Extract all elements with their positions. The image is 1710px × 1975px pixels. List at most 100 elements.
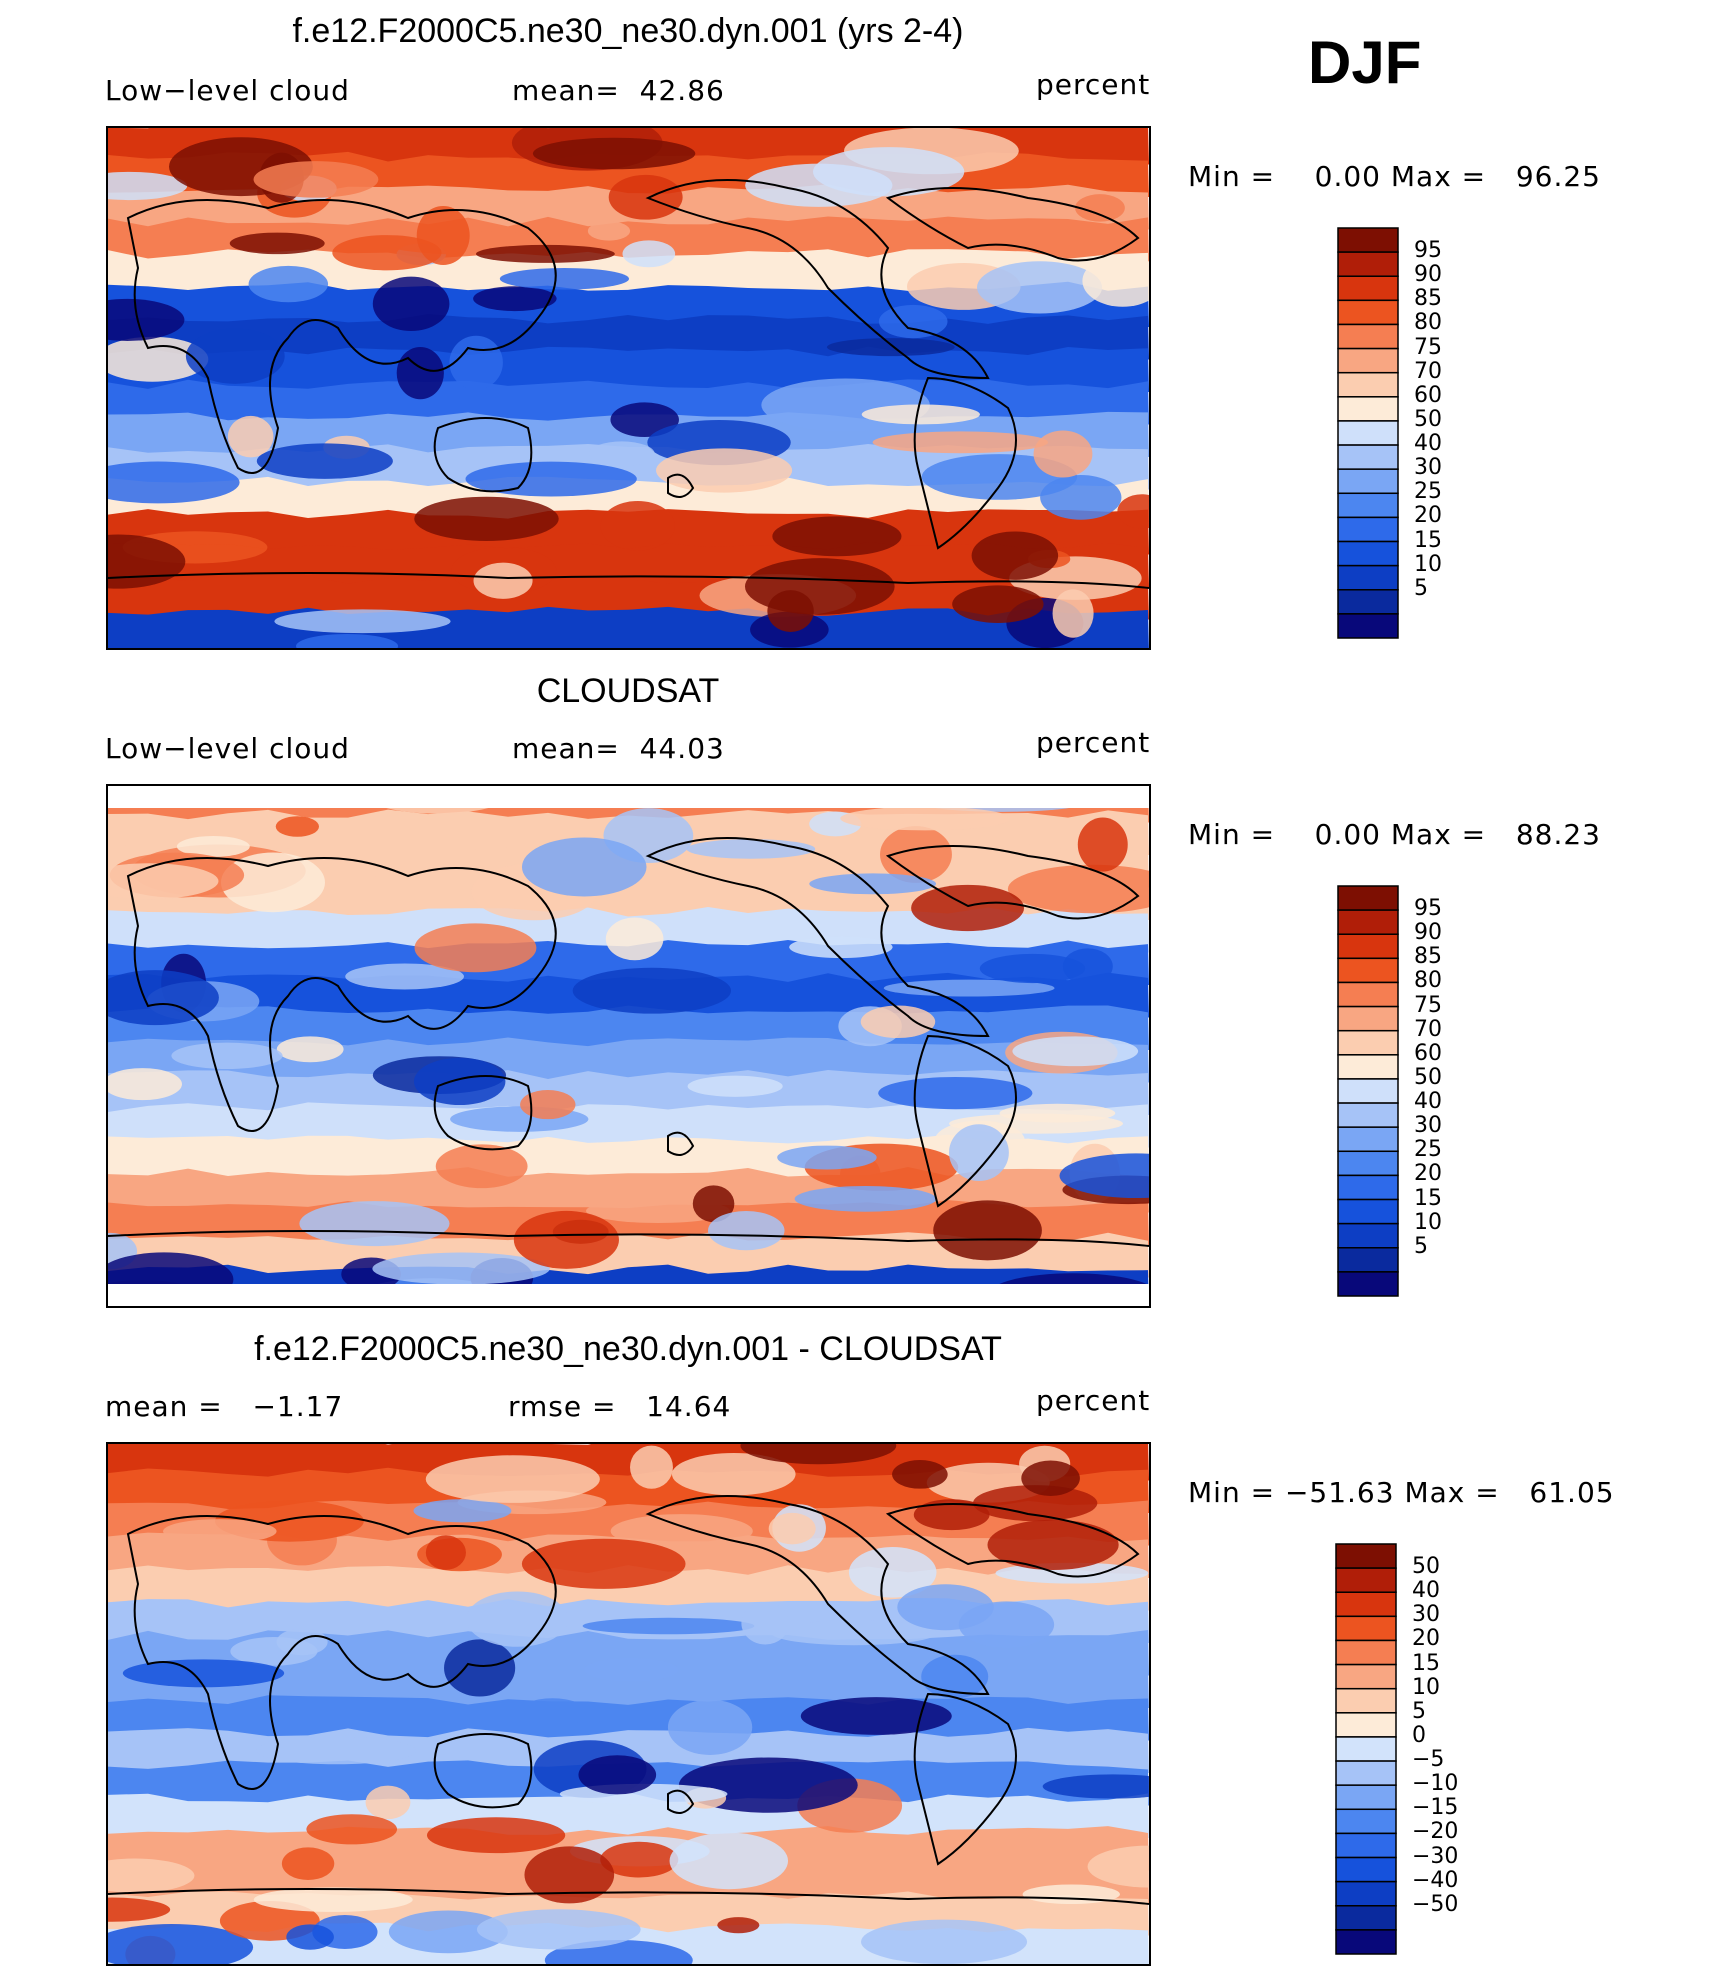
- field-anomaly: [933, 1200, 1042, 1261]
- field-anomaly: [1033, 430, 1093, 478]
- field-anomaly: [861, 404, 980, 425]
- colorbar-tick-label: 70: [1414, 358, 1442, 384]
- coastline: [108, 1230, 1149, 1247]
- field-anomaly: [253, 1887, 413, 1912]
- colorbar-swatch: [1337, 1198, 1399, 1225]
- colorbar-tick-label: 90: [1414, 920, 1442, 946]
- colorbar-svg: [1337, 885, 1399, 1297]
- field-anomaly: [1117, 494, 1149, 529]
- colorbar-swatch: [1337, 396, 1399, 422]
- colorbar-tick-label: 10: [1414, 1209, 1442, 1235]
- field-anomaly: [185, 328, 285, 384]
- field-anomaly: [809, 873, 937, 895]
- colorbar-swatch: [1337, 468, 1399, 495]
- colorbar-swatch: [1335, 1760, 1397, 1786]
- field-anomaly: [521, 837, 647, 897]
- field-anomaly: [108, 336, 209, 382]
- colorbar-tick-label: 70: [1414, 1016, 1442, 1042]
- colorbar-tick-label: 75: [1414, 992, 1442, 1018]
- panel-1-colorbar: 95 90 85 80 75 70 60 50 40 30 25 20 15 10 5: [1336, 226, 1442, 640]
- colorbar-swatch: [1335, 1736, 1397, 1762]
- panel-3-title: f.e12.F2000C5.ne30_ne30.dyn.001 - CLOUDS…: [254, 1330, 1002, 1368]
- colorbar-tick-label: 30: [1414, 1113, 1442, 1139]
- field-anomaly: [687, 1075, 783, 1097]
- field-anomaly: [883, 979, 1055, 997]
- field-anomaly: [476, 1909, 641, 1950]
- field-anomaly: [108, 1858, 195, 1893]
- field-anomaly: [365, 1785, 411, 1820]
- field-anomaly: [600, 1841, 679, 1878]
- field-band: [108, 1102, 1149, 1148]
- colorbar-swatch: [1337, 1126, 1399, 1153]
- colorbar-tick-label: −15: [1412, 1795, 1459, 1821]
- field-anomaly: [414, 496, 559, 541]
- coastline: [126, 857, 557, 1132]
- colorbar-swatch: [1337, 909, 1399, 935]
- coastline: [913, 1692, 1017, 1866]
- field-anomaly: [584, 1657, 679, 1682]
- field-anomaly: [499, 267, 630, 290]
- field-anomaly: [979, 953, 1086, 984]
- field-anomaly: [1012, 1036, 1139, 1067]
- field-anomaly: [345, 963, 464, 990]
- colorbar-swatch: [1337, 540, 1399, 567]
- colorbar-swatch: [1337, 589, 1399, 615]
- field-anomaly: [800, 1697, 952, 1735]
- coastline: [885, 187, 1140, 262]
- colorbar-swatch: [1337, 885, 1399, 911]
- coastline: [645, 179, 990, 380]
- panel-1-mean-label: mean= 42.86: [512, 74, 725, 107]
- colorbar-tick-label: −30: [1412, 1843, 1459, 1869]
- colorbar-svg: [1337, 227, 1399, 639]
- field-anomaly: [388, 1910, 508, 1954]
- colorbar-tick-label: 50: [1412, 1554, 1440, 1580]
- field-anomaly: [108, 298, 185, 341]
- field-anomaly: [256, 1736, 417, 1765]
- colorbar-tick-label: −40: [1412, 1867, 1459, 1893]
- panel-2-title: CLOUDSAT: [536, 672, 720, 710]
- field-anomaly: [878, 304, 948, 339]
- field-anomaly: [578, 1755, 657, 1795]
- colorbar-tick-label: 5: [1414, 1233, 1428, 1259]
- colorbar-swatch: [1337, 1054, 1399, 1080]
- colorbar-swatch: [1335, 1567, 1397, 1593]
- field-anomaly: [108, 171, 188, 201]
- panel-3-units-label: percent: [1036, 1384, 1151, 1417]
- colorbar-tick-label: 5: [1414, 575, 1428, 601]
- field-anomaly: [513, 1210, 619, 1269]
- colorbar-tick-label: 20: [1414, 1161, 1442, 1187]
- field-anomaly: [435, 1144, 528, 1189]
- field-anomaly: [425, 1455, 600, 1503]
- panel-2-variable-label: Low−level cloud: [105, 732, 350, 765]
- field-anomaly: [977, 261, 1103, 314]
- coastline: [433, 1075, 533, 1151]
- colorbar-swatch: [1335, 1712, 1397, 1738]
- colorbar-tick-label: 80: [1414, 968, 1442, 994]
- colorbar-swatch: [1337, 492, 1399, 519]
- field-anomaly: [768, 1512, 816, 1545]
- colorbar-tick-label: 60: [1414, 1040, 1442, 1066]
- field-anomaly: [276, 1628, 328, 1656]
- colorbar-tick-label: 25: [1414, 479, 1442, 505]
- field-anomaly: [741, 1602, 790, 1645]
- field-anomaly: [610, 1514, 753, 1549]
- panel-1-title: f.e12.F2000C5.ne30_ne30.dyn.001 (yrs 2-4…: [292, 12, 964, 50]
- field-anomaly: [794, 1186, 937, 1212]
- field-anomaly: [396, 347, 444, 400]
- field-anomaly: [413, 1057, 506, 1106]
- colorbar-swatch: [1337, 1150, 1399, 1177]
- field-anomaly: [667, 1699, 753, 1755]
- colorbar-swatch: [1337, 251, 1399, 277]
- colorbar-tick-label: 30: [1414, 455, 1442, 481]
- field-anomaly: [163, 1519, 277, 1544]
- colorbar-swatch: [1337, 227, 1399, 253]
- field-anomaly: [610, 402, 679, 438]
- field-anomaly: [880, 826, 952, 883]
- colorbar-tick-label: 40: [1414, 431, 1442, 457]
- colorbar-tick-label: 50: [1414, 1064, 1442, 1090]
- field-anomaly: [1052, 589, 1094, 638]
- field-band: [108, 1070, 1149, 1115]
- colorbar-swatch: [1337, 1102, 1399, 1128]
- panel-2-mean-label: mean= 44.03: [512, 732, 725, 765]
- coastline: [645, 837, 990, 1038]
